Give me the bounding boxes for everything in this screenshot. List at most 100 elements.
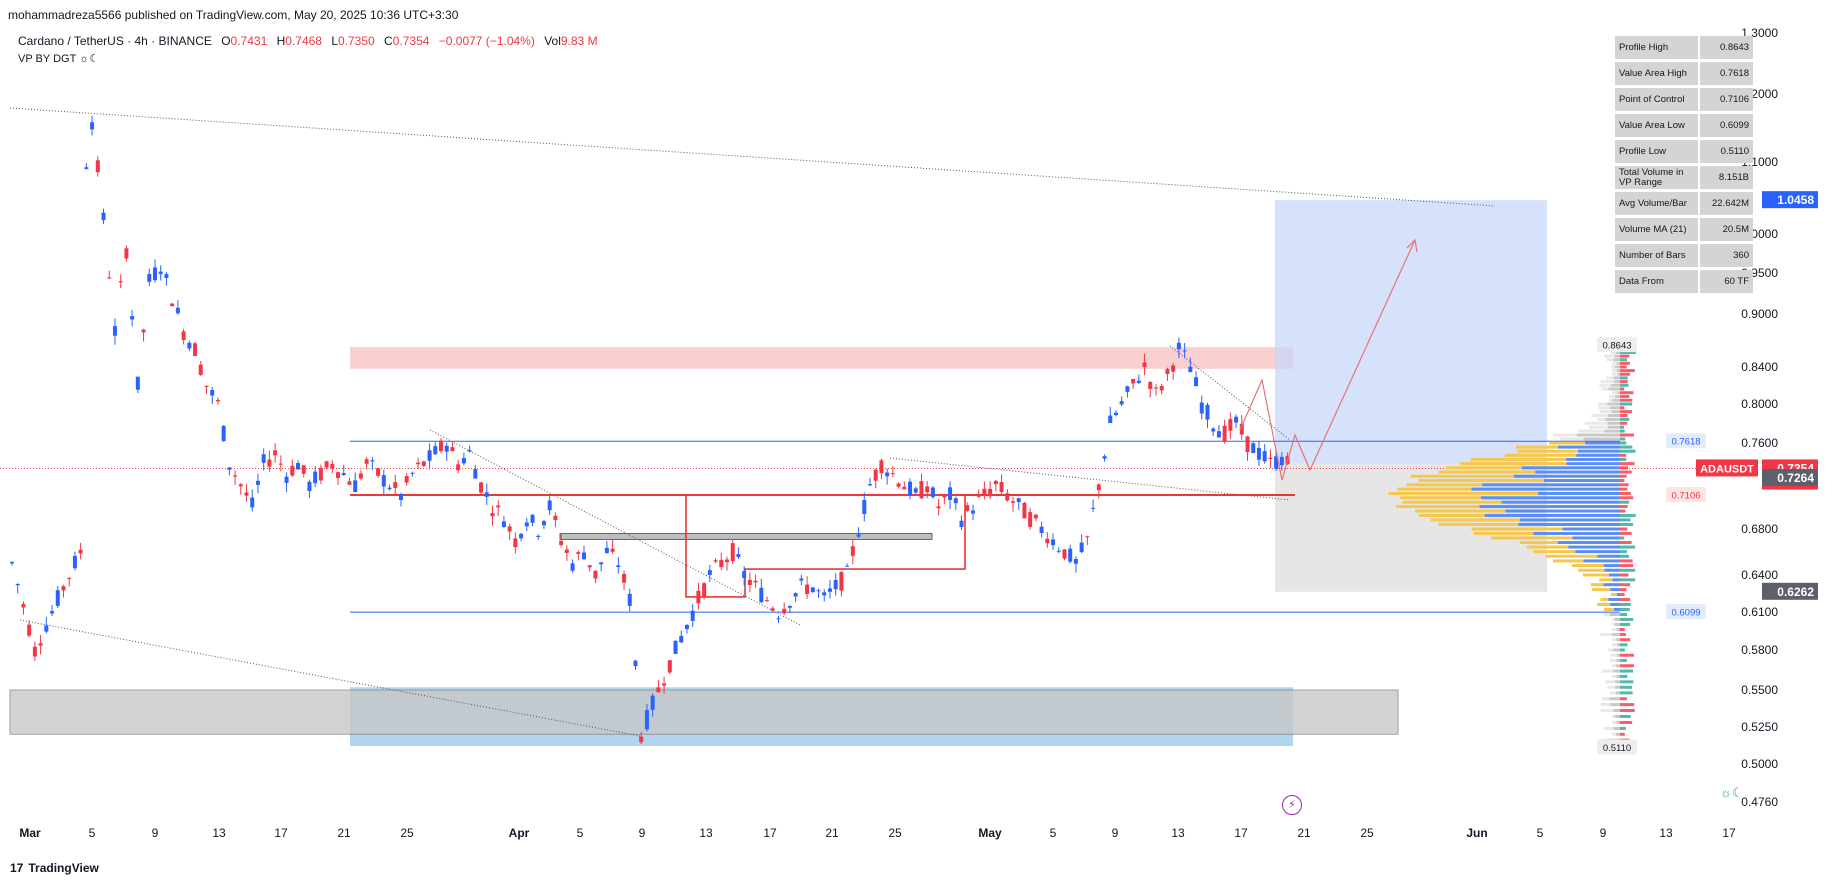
volume-profile-bar (1607, 421, 1620, 425)
volume-profile-bar (1612, 648, 1620, 652)
candle-body (696, 590, 701, 604)
volume-delta-bar (1620, 505, 1628, 509)
volume-profile-bar (1560, 437, 1584, 441)
volume-profile-bar (1470, 457, 1566, 461)
candle-body (856, 534, 861, 537)
candle-body (770, 608, 775, 611)
candle-body (930, 487, 935, 497)
candle-body (1102, 456, 1107, 459)
volume-profile-bar (1521, 466, 1620, 470)
candle-body (496, 505, 501, 508)
volume-profile-bar (1562, 527, 1620, 531)
candle-body (244, 492, 249, 496)
x-tick-label: 21 (825, 826, 839, 840)
volume-profile-bar (1616, 627, 1620, 631)
volume-delta-bar (1620, 612, 1627, 616)
stats-row: Point of Control 0.7106 (1615, 88, 1755, 111)
candle-body (1096, 484, 1101, 491)
candle-body (988, 488, 993, 497)
volume-profile-bar (1612, 369, 1617, 373)
candle-body (839, 571, 844, 591)
stats-key: Avg Volume/Bar (1615, 192, 1698, 215)
candle-body (1068, 548, 1073, 562)
volume-delta-bar (1620, 413, 1628, 417)
indicator-label[interactable]: VP BY DGT ☼☾ (18, 53, 100, 65)
volume-profile-bar (1572, 536, 1620, 540)
candle-body (679, 635, 684, 643)
x-tick-label: 21 (337, 826, 351, 840)
volume-delta-bar (1620, 680, 1634, 684)
stats-value: 22.642M (1700, 192, 1753, 215)
volume-profile-bar (1604, 607, 1614, 611)
candle-body (908, 481, 913, 496)
volume-delta-bar (1620, 593, 1625, 597)
candle-body (1239, 423, 1244, 435)
candle-body (564, 549, 569, 553)
theme-toggle-icon[interactable]: ☼☾ (1720, 785, 1744, 800)
stats-row: Data From 60 TF (1615, 270, 1755, 293)
volume-profile-bar (1610, 602, 1620, 606)
volume-profile-bar (1616, 361, 1620, 365)
volume-profile-bar (1597, 554, 1620, 558)
tradingview-logo[interactable]: 17 TradingView (10, 861, 99, 875)
candle-body (662, 683, 667, 686)
candle-body (604, 547, 609, 554)
candle-body (1222, 425, 1227, 442)
candle-body (610, 548, 615, 552)
volume-delta-bar (1620, 559, 1633, 563)
volume-delta-bar (1620, 496, 1634, 500)
candle-body (776, 618, 781, 620)
volume-profile-bar (1613, 709, 1620, 713)
volume-delta-bar (1620, 588, 1627, 592)
volume-profile-bar (1410, 474, 1514, 478)
candle-body (787, 606, 792, 608)
volume-profile-bar (1615, 365, 1620, 369)
volume-delta-bar (1620, 417, 1630, 421)
volume-profile-bar (1612, 622, 1615, 626)
volume-profile-bar (1603, 564, 1620, 568)
price-tag (1762, 468, 1818, 486)
candle-body (153, 267, 157, 281)
candle-body (976, 495, 981, 497)
volume-profile-bar (1577, 449, 1620, 453)
lightning-icon[interactable]: ⚡ (1282, 795, 1302, 815)
volume-profile-bar (1610, 588, 1620, 592)
candle-body (336, 472, 341, 479)
volume-profile-bar (1617, 653, 1620, 657)
x-tick-label: 5 (1050, 826, 1057, 840)
candle-body (633, 660, 638, 667)
candle-body (1251, 443, 1256, 454)
volume-profile-bar (1438, 522, 1519, 526)
volume-delta-bar (1620, 509, 1626, 513)
x-tick-label: 5 (1537, 826, 1544, 840)
volume-delta-bar (1620, 648, 1625, 652)
x-tick-label: 17 (763, 826, 777, 840)
candle-body (112, 326, 117, 336)
volume-profile-bar (1617, 391, 1620, 395)
y-tick-label: 0.5000 (1741, 757, 1778, 771)
candle-body (513, 538, 518, 548)
candle-body (519, 533, 524, 539)
candle-body (1228, 419, 1233, 431)
volume-profile-bar (1614, 380, 1620, 384)
volume-profile-bar (1608, 394, 1616, 398)
volume-profile-bar (1566, 462, 1620, 466)
volume-profile-bar (1606, 358, 1614, 362)
stats-value: 0.6099 (1700, 114, 1753, 137)
low-value: 0.7350 (338, 34, 375, 48)
candle-body (1279, 456, 1284, 466)
volume-profile-bar (1538, 491, 1620, 495)
candle-body (261, 454, 266, 463)
volume-delta-bar (1620, 351, 1636, 355)
volume-profile-bar (1608, 573, 1620, 577)
candle-body (759, 587, 764, 603)
symbol-name[interactable]: Cardano / TetherUS · 4h · BINANCE (18, 34, 212, 48)
volume-profile-bar (1459, 462, 1567, 466)
volume-profile-bar (1610, 593, 1617, 597)
volume-profile-bar (1430, 518, 1520, 522)
gray-support (9, 689, 1399, 735)
candle-body (885, 472, 890, 477)
candle-body (713, 560, 718, 562)
candle-body (416, 462, 421, 465)
